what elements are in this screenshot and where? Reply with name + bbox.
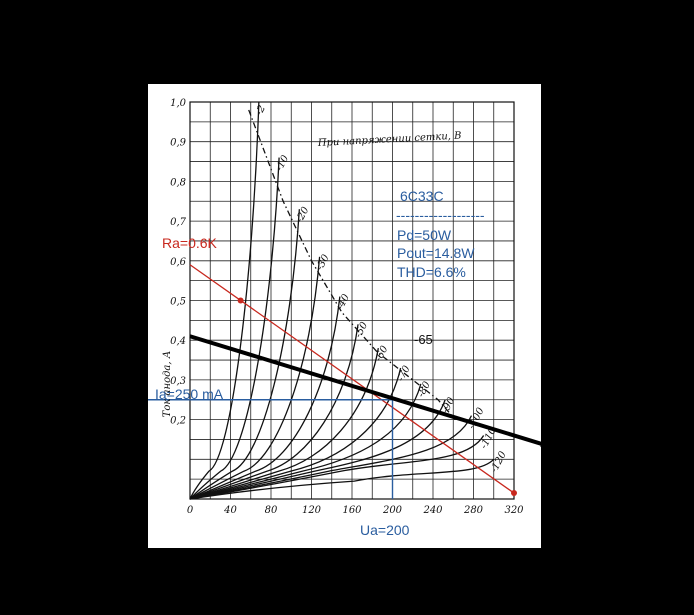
tube-type-label: 6C33C xyxy=(400,188,444,204)
y-tick-label: 0,3 xyxy=(170,376,186,387)
x-tick-label: 280 xyxy=(463,505,484,516)
y-tick-label: 0,7 xyxy=(170,217,187,228)
x-tick-label: 240 xyxy=(422,505,443,516)
chart-panel: 0 40 80 120 160 200 240 280 320 0,2 0,3 0,4 0,5 0,6 0,… xyxy=(148,84,624,548)
characteristic-curve xyxy=(189,458,495,500)
y-tick-label: 0,9 xyxy=(170,138,187,149)
dissipation-curve xyxy=(248,109,456,421)
y-tick-label: 0,5 xyxy=(170,297,186,308)
y-axis-title: Ток анода, А xyxy=(162,351,173,418)
x-tick-label: 0 xyxy=(187,505,194,516)
curve-grid-voltage-label: -10 xyxy=(274,153,292,173)
pd-label: Pd=50W xyxy=(397,227,452,243)
grid xyxy=(189,101,515,500)
ua-label: Ua=200 xyxy=(360,522,410,538)
curve-grid-voltage-label: -20 xyxy=(294,205,312,225)
curve-grid-voltage-label: -40 xyxy=(335,292,353,312)
x-tick-label: 200 xyxy=(382,505,403,516)
x-tick-label: 40 xyxy=(223,505,237,516)
characteristic-curve xyxy=(189,367,402,500)
separator-line: ------------------- xyxy=(396,207,485,223)
tick-labels: 0 40 80 120 160 200 240 280 320 0,2 0,3 0,4 0,5 0,6 0,… xyxy=(170,98,524,516)
characteristic-curve xyxy=(189,209,300,500)
curve-grid-voltage-label: -2 xyxy=(254,104,268,118)
red-load-line xyxy=(189,264,515,494)
load-lines xyxy=(148,264,624,499)
characteristic-curve xyxy=(189,415,473,500)
x-tick-label: 160 xyxy=(342,505,362,516)
curve-grid-voltage-label: -60 xyxy=(373,344,391,364)
thd-label: THD=6.6% xyxy=(397,264,466,280)
anode-characteristics-chart: 0 40 80 120 160 200 240 280 320 0,2 0,3 0,4 0,5 0,6 0,… xyxy=(148,98,624,538)
chart-title: При напряжении сетки, В xyxy=(317,130,462,149)
y-tick-label: 1,0 xyxy=(170,98,187,109)
ia-label: Ia=250 mA xyxy=(155,386,224,402)
red-load-line-marker xyxy=(237,297,244,304)
curve-grid-voltage-label: -120 xyxy=(489,449,510,475)
black-load-line xyxy=(189,334,624,471)
x-tick-label: 80 xyxy=(265,505,278,516)
x-tick-label: 320 xyxy=(504,505,524,516)
y-tick-label: 0,4 xyxy=(170,336,186,347)
curve-grid-voltage-label: -30 xyxy=(315,252,333,272)
y-tick-label: 0,8 xyxy=(170,177,186,188)
y-tick-label: 0,2 xyxy=(170,416,186,427)
characteristic-curve xyxy=(189,399,446,500)
grid-65-label: -65 xyxy=(414,332,433,347)
plot-frame xyxy=(189,101,515,500)
characteristic-curve xyxy=(189,157,280,500)
characteristic-curve xyxy=(189,256,321,500)
characteristic-curve xyxy=(189,435,485,500)
characteristic-curve xyxy=(189,348,379,500)
pout-label: Pout=14.8W xyxy=(397,245,475,261)
characteristic-curve xyxy=(189,296,341,500)
y-tick-label: 0,6 xyxy=(170,257,187,268)
x-tick-label: 120 xyxy=(302,505,322,516)
red-load-line-marker xyxy=(511,490,517,497)
ra-label: Ra=0.6K xyxy=(162,235,218,251)
curve-grid-voltage-label: -80 xyxy=(416,379,434,399)
characteristic-curve xyxy=(189,383,422,500)
characteristic-curve xyxy=(189,101,260,500)
characteristic-curve xyxy=(189,324,359,500)
curve-grid-voltage-label: -50 xyxy=(353,320,371,340)
